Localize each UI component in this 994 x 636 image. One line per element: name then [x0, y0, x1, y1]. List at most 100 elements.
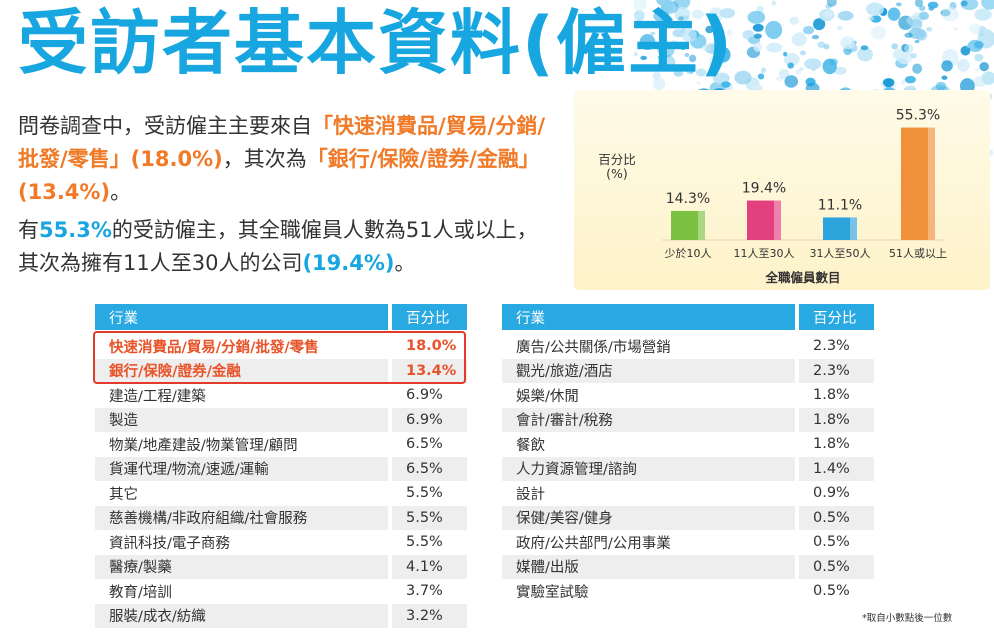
- decorative-dot: [696, 81, 701, 85]
- decorative-dot: [981, 0, 994, 10]
- cell-industry: 製造: [95, 407, 388, 432]
- decorative-dot: [979, 25, 987, 34]
- decorative-dot: [747, 10, 766, 24]
- decorative-dot: [791, 32, 807, 47]
- tick-label-2: 31人至50人: [810, 247, 871, 260]
- cell-industry: 服裝/成衣/紡織: [95, 603, 388, 628]
- cell-percent: 1.4%: [799, 456, 874, 481]
- cell-percent: 0.5%: [799, 554, 874, 579]
- bar-1: [747, 200, 781, 240]
- cell-industry: 實驗室試驗: [516, 584, 589, 601]
- decorative-dot: [753, 33, 762, 39]
- table-row: 廣告/公共關係/市場營銷 2.3%: [502, 334, 874, 359]
- decorative-dot: [657, 54, 676, 71]
- decorative-dot: [960, 0, 968, 7]
- decorative-dot: [705, 25, 714, 34]
- decorative-dot: [914, 40, 920, 44]
- table-row: 其它 5.5%: [95, 481, 467, 506]
- decorative-dot: [778, 68, 790, 79]
- table-row: 資訊科技/電子商務 5.5%: [95, 530, 467, 555]
- para1-text-1: 問卷調查中，受訪僱主主要來自: [18, 114, 312, 138]
- summary-paragraph-industry: 問卷調查中，受訪僱主主要來自「快速消費品/貿易/分銷/批發/零售」(18.0%)…: [18, 110, 548, 209]
- table-row: 娛樂/休閒 1.8%: [502, 383, 874, 408]
- bar-0: [671, 210, 705, 240]
- para2-text-3: 。: [394, 251, 416, 275]
- decorative-dot: [696, 68, 707, 77]
- decorative-dot: [753, 42, 763, 52]
- decorative-dot: [840, 36, 856, 50]
- decorative-dot: [802, 25, 815, 35]
- cell-industry: 快速消費品/貿易/分銷/批發/零售: [109, 339, 319, 356]
- cell-industry: 政府/公共部門/公用事業: [516, 535, 671, 552]
- decorative-dot: [783, 51, 788, 57]
- decorative-dot: [894, 48, 902, 56]
- table-row: 服裝/成衣/紡織 3.2%: [95, 603, 467, 628]
- decorative-dot: [719, 8, 735, 19]
- decorative-dot: [721, 81, 731, 88]
- decorative-dot: [974, 53, 984, 62]
- para2-text-1: 有: [18, 218, 39, 242]
- decorative-dot: [823, 43, 830, 50]
- decorative-dot: [860, 45, 869, 51]
- cell-industry: 教育/培訓: [109, 584, 172, 601]
- decorative-dot: [904, 43, 914, 54]
- cell-industry: 銀行/保險/證券/金融: [95, 358, 388, 383]
- decorative-dot: [709, 7, 724, 23]
- decorative-dot: [673, 69, 684, 77]
- cell-percent: 2.3%: [813, 338, 850, 355]
- page-title: 受訪者基本資料(僱主): [18, 2, 734, 84]
- cell-industry: 觀光/旅遊/酒店: [502, 358, 795, 383]
- cell-percent: 0.5%: [813, 534, 850, 551]
- data-label-1: 19.4%: [742, 181, 786, 197]
- decorative-dot: [953, 27, 958, 31]
- table-row: 餐飲 1.8%: [502, 432, 874, 457]
- bar-shade-3: [928, 127, 935, 240]
- decorative-dot: [650, 31, 656, 36]
- para1-percent-2: (13.4%): [18, 180, 111, 204]
- table-row: 物業/地產建設/物業管理/顧問 6.5%: [95, 432, 467, 457]
- decorative-dot: [784, 75, 799, 88]
- decorative-dot: [804, 58, 822, 70]
- cell-industry: 其它: [109, 486, 138, 503]
- para1-text-3: 。: [110, 180, 132, 204]
- para2-highlight-2: (19.4%): [302, 251, 395, 275]
- decorative-dot: [918, 11, 929, 21]
- cell-percent: 6.5%: [392, 456, 467, 481]
- header-industry: 行業: [95, 304, 388, 330]
- cell-percent: 4.1%: [392, 554, 467, 579]
- summary-paragraph-employees: 有55.3%的受訪僱主，其全職僱員人數為51人或以上，其次為擁有11人至30人的…: [18, 214, 548, 280]
- decorative-dot: [941, 75, 948, 80]
- cell-industry: 會計/審計/稅務: [502, 407, 795, 432]
- decorative-dot: [941, 6, 960, 22]
- cell-percent: 1.8%: [813, 436, 850, 453]
- bar-shade-0: [698, 210, 705, 240]
- decorative-dot: [910, 53, 917, 59]
- para2-text-2: 的受訪僱主，其全職僱員人數為51人或以上，其次為擁有11人至30人的公司: [18, 218, 538, 275]
- table-row: 快速消費品/貿易/分銷/批發/零售 18.0%: [95, 334, 467, 359]
- table-header: 行業 百分比: [502, 304, 874, 330]
- table-row: 教育/培訓 3.7%: [95, 579, 467, 604]
- decorative-dot: [909, 19, 923, 30]
- decorative-dot: [634, 51, 639, 57]
- cell-industry: 廣告/公共關係/市場營銷: [516, 339, 671, 356]
- y-axis-label: (%): [606, 166, 628, 181]
- header-percent: 百分比: [392, 304, 467, 330]
- decorative-dot: [891, 43, 898, 50]
- decorative-dot: [833, 66, 847, 75]
- decorative-dot: [742, 29, 755, 40]
- decorative-dot: [679, 41, 687, 51]
- decorative-dot: [868, 16, 875, 21]
- decorative-dot: [813, 18, 826, 31]
- industry-table-left: 行業 百分比 快速消費品/貿易/分銷/批發/零售 18.0% 銀行/保險/證券/金融…: [95, 304, 467, 628]
- header-percent: 百分比: [799, 304, 874, 330]
- cell-percent: 0.9%: [813, 485, 850, 502]
- decorative-dot: [900, 80, 906, 85]
- decorative-dot: [824, 11, 833, 18]
- decorative-dot: [652, 77, 666, 91]
- cell-industry: 餐飲: [516, 437, 545, 454]
- tick-label-1: 11人至30人: [734, 247, 795, 260]
- cell-industry: 媒體/出版: [502, 554, 795, 579]
- para1-highlight-1: 「快速消費品/貿易/分銷/批發/零售」: [18, 114, 546, 171]
- table-row: 保健/美容/健身 0.5%: [502, 505, 874, 530]
- bar-shade-1: [774, 200, 781, 240]
